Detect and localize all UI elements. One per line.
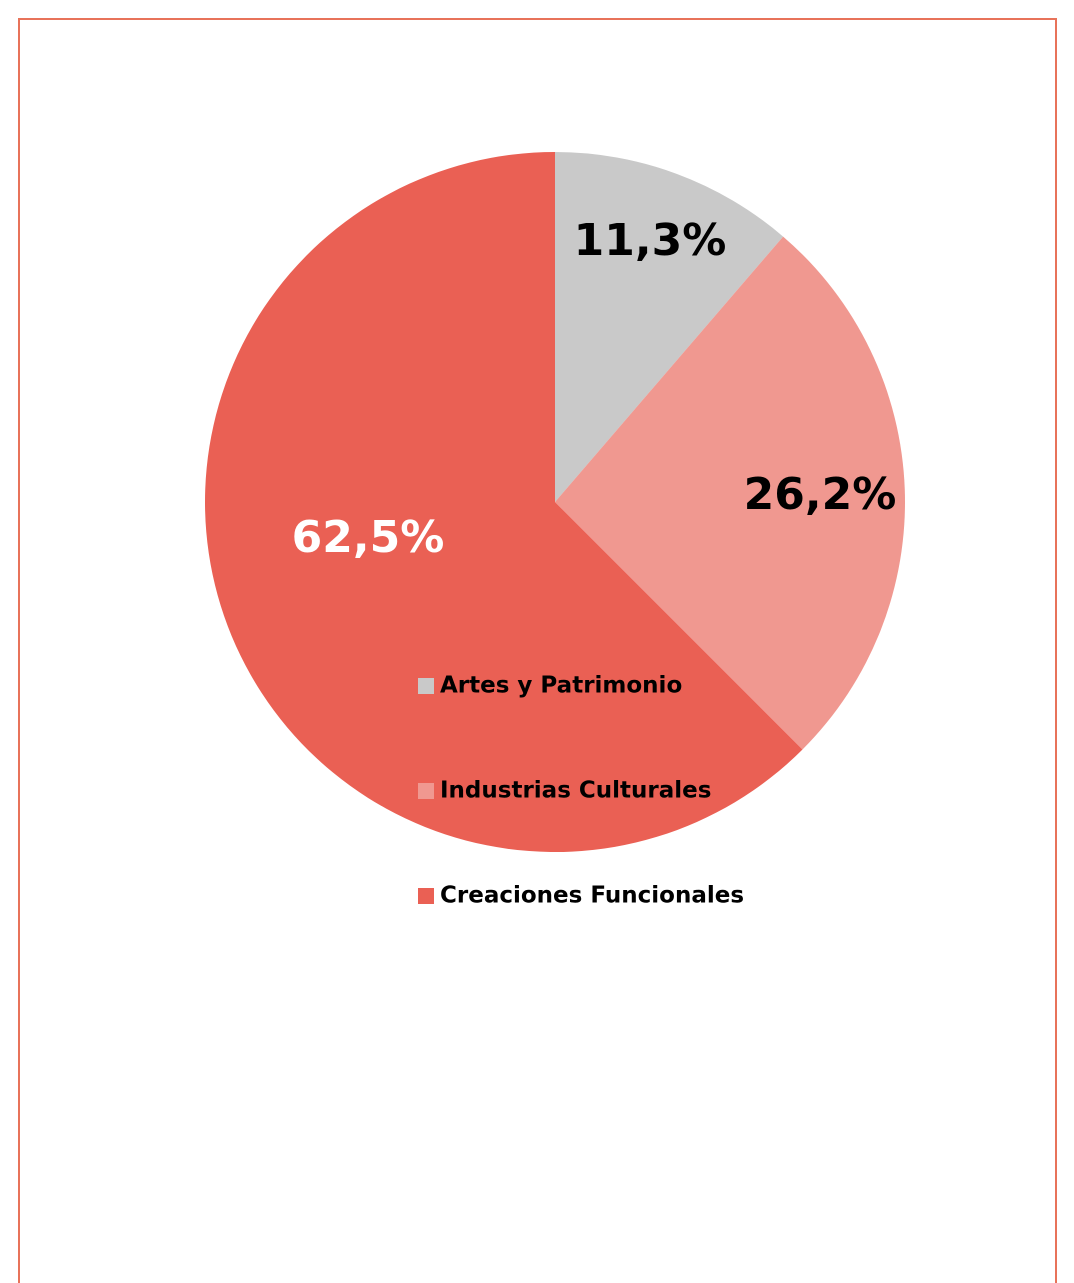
legend-swatch xyxy=(418,783,434,799)
pie-slice xyxy=(555,236,905,750)
data-label: 26,2% xyxy=(744,469,897,520)
data-label: 11,3% xyxy=(574,215,727,266)
data-label: 62,5% xyxy=(292,512,445,563)
pie-slice xyxy=(205,152,803,852)
legend-label: Creaciones Funcionales xyxy=(440,883,744,909)
legend-label: Artes y Patrimonio xyxy=(440,673,682,699)
legend-swatch xyxy=(418,888,434,904)
pie-slice xyxy=(555,152,784,502)
legend-label: Industrias Culturales xyxy=(440,778,711,804)
legend-swatch xyxy=(418,678,434,694)
